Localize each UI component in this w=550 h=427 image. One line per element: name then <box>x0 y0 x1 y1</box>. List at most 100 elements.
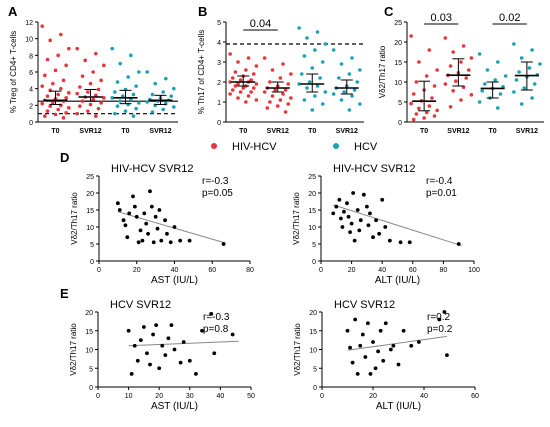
panel-a-data-point <box>51 81 55 86</box>
panel-d2-x-tick-label: 20 <box>348 267 356 274</box>
panel-b-data-point <box>249 78 253 82</box>
panel-d: 0 5 10 15 20 25 Vδ2/Th17 ratio 0 20 40 60 80 AST (IU… <box>70 163 254 286</box>
panel-b-y-tick-label: 1 <box>217 100 221 107</box>
panel-a-data-point <box>56 53 60 58</box>
panel-b-y-tick-label: 0 <box>217 120 221 127</box>
panel-e2-y-tick-label: 15 <box>309 329 317 336</box>
panel-e-stat-label: r=-0.3 <box>203 312 230 323</box>
panel-b-data-point <box>339 98 344 102</box>
panel-a-data-point <box>40 101 44 106</box>
panel-a-data-point <box>131 92 136 97</box>
panel-c-data-point <box>469 56 474 60</box>
panel-b-data-point <box>246 56 251 60</box>
panel-c-data-point <box>496 106 500 110</box>
panel-a-data-point <box>150 110 155 114</box>
panel-b-data-point <box>307 80 312 84</box>
panel-c-y-axis-label: Vδ2/Th17 ratio <box>378 45 387 98</box>
panel-a-data-point <box>169 94 173 98</box>
panel-d-data-point <box>172 225 177 229</box>
panel-b-data-point <box>355 80 360 84</box>
panel-e-x-tick-label: 0 <box>96 393 100 400</box>
panel-b-data-point <box>228 80 232 84</box>
panel-d-regression-line <box>117 211 226 244</box>
panel-d-data-point <box>140 238 145 243</box>
panel-e-x-tick-label: 30 <box>186 393 194 400</box>
panel-a-data-point <box>59 86 63 91</box>
panel-b-data-point <box>323 42 328 46</box>
panel-a-data-point <box>86 90 90 94</box>
panel-a-data-point <box>64 63 68 68</box>
panel-d-data-point <box>123 223 128 228</box>
panel-e-data-point <box>209 311 214 316</box>
panel-e2-x-tick-label: 0 <box>320 393 324 400</box>
panel-e-data-point <box>145 351 149 356</box>
panel-d-y-tick-label: 20 <box>86 191 94 198</box>
panel-d-data-point <box>117 208 122 212</box>
panel-a-data-point <box>123 109 128 113</box>
panel-d-data-point <box>157 208 162 212</box>
panel-c-category-label: T0 <box>420 128 428 135</box>
panel-a-data-point <box>115 104 120 108</box>
panel-b-data-point <box>230 76 235 80</box>
panel-d2-regression-line <box>333 204 462 247</box>
panel-b-category-label: SVR12 <box>267 128 289 135</box>
panel-c-y-tick-label: 20 <box>394 40 402 47</box>
panel-a-data-point <box>51 101 55 105</box>
panel-b-data-point <box>286 82 291 86</box>
panel-a-data-point <box>134 84 138 88</box>
panel-b-data-point <box>286 102 291 106</box>
panel-c-data-point <box>409 101 413 106</box>
panel-e-y-tick-label: 20 <box>85 310 93 317</box>
panel-d-x-tick-label: 20 <box>133 267 141 274</box>
panel-c-data-point <box>530 48 534 52</box>
panel-d2-data-point <box>334 204 339 209</box>
panel-a-data-point <box>56 92 60 97</box>
panel-b-data-point <box>283 88 288 92</box>
panel-e2-x-axis-label: ALT (IU/L) <box>376 401 421 412</box>
panel-b-data-point <box>313 94 317 98</box>
panel-a-data-point <box>53 112 58 117</box>
panel-b-data-point <box>318 76 322 80</box>
panel-d-data-point <box>132 204 137 209</box>
panel-a-data-point <box>94 114 98 118</box>
panel-c-data-point <box>477 100 482 104</box>
panel-e-data-point <box>148 362 152 367</box>
panel-d-x-tick-label: 0 <box>97 267 101 274</box>
panel-d-data-point <box>153 214 158 219</box>
panel-a-data-point <box>96 87 101 92</box>
panel-b-data-point <box>305 86 309 90</box>
panel-e2-data-point <box>345 328 350 333</box>
panel-e2-data-point <box>383 321 388 326</box>
panel-e2-data-point <box>348 345 352 350</box>
panel-a-data-point <box>131 114 136 118</box>
panel-c-data-point <box>443 36 448 40</box>
panel-b-data-point <box>302 54 307 58</box>
panel-e-y-tick-label: 15 <box>85 329 93 336</box>
panel-a-data-point <box>43 114 47 118</box>
panel-a-data-point <box>137 70 141 74</box>
panel-d2-data-point <box>352 238 357 243</box>
panel-d-data-point <box>151 240 156 245</box>
panel-b-data-point <box>270 94 275 98</box>
panel-d-data-point <box>127 211 132 216</box>
panel-a-y-tick-label: 6 <box>29 70 33 77</box>
panel-b-y-tick-label: 4 <box>217 40 221 47</box>
panel-a-data-point <box>48 38 52 43</box>
panel-c-data-point <box>411 117 416 122</box>
panel-b-data-point <box>331 92 336 96</box>
panel-e-data-point <box>154 323 159 328</box>
panel-b-data-point <box>323 90 328 94</box>
panel-e-data-point <box>172 347 177 352</box>
panel-c-data-point <box>522 86 527 90</box>
panel-b-category-label: SVR12 <box>336 128 358 135</box>
panel-e2-data-point <box>371 340 375 344</box>
legend-marker-hiv-hcv <box>211 143 217 149</box>
panel-e2-data-point <box>355 371 360 376</box>
panel-a-data-point <box>48 104 52 108</box>
panel-c-data-point <box>448 64 453 68</box>
panel-d2-x-tick-label: 0 <box>319 267 323 274</box>
panel-c-data-point <box>424 74 429 78</box>
panel-b-data-point <box>350 56 354 60</box>
panel-c-data-point <box>466 68 471 72</box>
